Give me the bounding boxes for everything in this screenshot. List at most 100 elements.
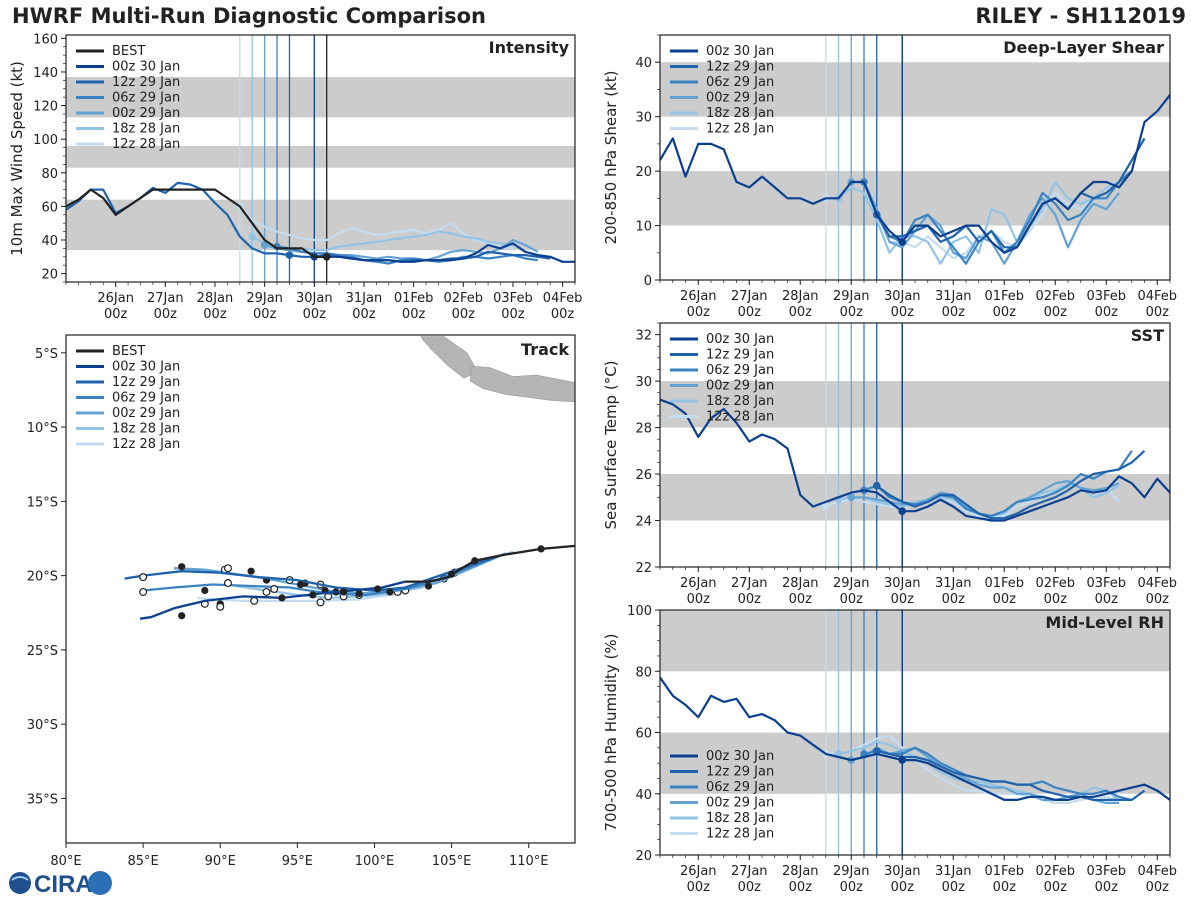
legend-entry: 12z 29 Jan [706,60,774,75]
storm-name: RILEY - SH112019 [975,4,1186,28]
track-point-00z [201,586,209,595]
track-line-12z-29-jan [124,555,499,592]
x-tick-label: 00z [738,880,762,895]
x-tick-label: 00z [551,307,575,322]
panel-title: Deep-Layer Shear [1003,38,1164,57]
track-point-00z [355,589,363,598]
y-tick-label: 25°S [27,644,58,659]
x-tick-label: 00z [402,307,426,322]
y-tick-label: 30 [635,111,652,126]
y-tick-label: 22 [635,561,652,576]
legend-entry: 18z 28 Jan [112,422,180,437]
x-tick-label: 00z [687,305,711,320]
series-line-00z-29-jan [851,180,1120,265]
panel-title: Intensity [489,38,570,57]
x-tick-label: 28Jan [782,864,819,879]
x-tick-label: 00z [1146,305,1170,320]
legend-entry: 00z 30 Jan [706,44,774,59]
series-line-00z-29-jan [851,746,1119,804]
shade-band [660,610,1170,672]
x-tick-label: 00z [789,305,813,320]
x-tick-label: 30Jan [884,289,921,304]
x-tick-label: 00z [942,592,966,607]
init-marker [872,747,881,755]
track-point-12z [223,564,232,573]
panel-intensity: 2040608010012014016026Jan00z27Jan00z28Ja… [8,32,582,322]
x-tick-label: 03Feb [493,291,533,306]
x-tick-label: 03Feb [1086,864,1126,879]
y-tick-label: 15°S [27,495,58,510]
legend-entry: 00z 29 Jan [706,796,774,811]
x-tick-label: 29Jan [833,289,870,304]
plot-area [660,610,1170,855]
x-tick-label: 04Feb [1137,864,1177,879]
legend-entry: 00z 29 Jan [706,91,774,106]
panel-sst: 22242628303226Jan00z27Jan00z28Jan00z29Ja… [602,322,1177,607]
track-point-00z [247,567,255,575]
land-sumatra [420,336,479,379]
x-tick-label: 00z [1044,592,1068,607]
y-axis-label: Sea Surface Temp (°C) [602,360,620,529]
x-tick-label: 00z [942,305,966,320]
x-tick-label: 00z [942,880,966,895]
land-java [469,365,575,403]
legend-entry: 12z 28 Jan [706,122,774,137]
shade-band [66,145,575,168]
x-tick-label: 04Feb [543,291,583,306]
logo-swirl-icon [11,876,29,881]
x-tick-label: 30Jan [884,576,921,591]
x-tick-label: 100°E [355,854,395,869]
x-tick-label: 03Feb [1086,289,1126,304]
series-line-00z-30-jan [660,94,1170,254]
x-tick-label: 00z [1095,305,1119,320]
init-marker [847,493,856,502]
y-tick-label: 30°S [27,718,58,733]
series-line-06z-29-jan [276,245,538,265]
init-marker [260,241,269,249]
x-tick-label: 00z [154,307,178,322]
y-tick-label: 60 [635,727,652,742]
legend-entry: 06z 29 Jan [706,75,774,90]
series-line-12z-28-jan [825,734,1120,804]
legend-entry: 12z 28 Jan [706,410,774,425]
legend-entry: 18z 28 Jan [706,106,774,121]
track-line-best [405,544,575,583]
series-line-12z-29-jan [876,749,1146,801]
series-line-00z-30-jan [660,398,1170,522]
y-tick-label: 24 [635,515,652,530]
y-tick-label: 30 [635,375,652,390]
track-point-00z [278,594,286,602]
x-tick-label: 00z [840,880,864,895]
y-tick-label: 40 [635,56,652,71]
x-tick-label: 29Jan [833,864,870,879]
page-title: HWRF Multi-Run Diagnostic Comparison [12,4,487,28]
track-point-12z [223,579,232,588]
x-tick-label: 26Jan [680,576,717,591]
track-point-00z [309,591,317,599]
legend-entry: 06z 29 Jan [112,91,180,106]
x-tick-label: 00z [1044,880,1068,895]
legend-entry: 12z 29 Jan [112,375,180,390]
x-tick-label: 29Jan [246,291,283,306]
map-area [124,336,575,620]
legend-entry: 12z 29 Jan [112,75,180,90]
x-tick-label: 80°E [50,854,81,869]
x-tick-label: 01Feb [984,864,1024,879]
x-tick-label: 02Feb [443,291,483,306]
x-tick-label: 01Feb [984,576,1024,591]
y-tick-label: 20 [41,268,58,283]
shade-band [660,474,1170,521]
x-tick-label: 02Feb [1035,576,1075,591]
x-tick-label: 00z [1044,305,1068,320]
x-tick-label: 30Jan [884,864,921,879]
track-point-00z [178,563,186,571]
legend-entry: 00z 30 Jan [706,332,774,347]
series-line-06z-29-jan [862,170,1133,265]
y-tick-label: 0 [644,274,652,289]
x-tick-label: 26Jan [680,289,717,304]
cira-logo: CIRA [9,871,112,898]
y-tick-label: 5°S [35,347,58,362]
x-tick-label: 85°E [127,854,158,869]
x-tick-label: 02Feb [1035,289,1075,304]
x-tick-label: 04Feb [1137,289,1177,304]
